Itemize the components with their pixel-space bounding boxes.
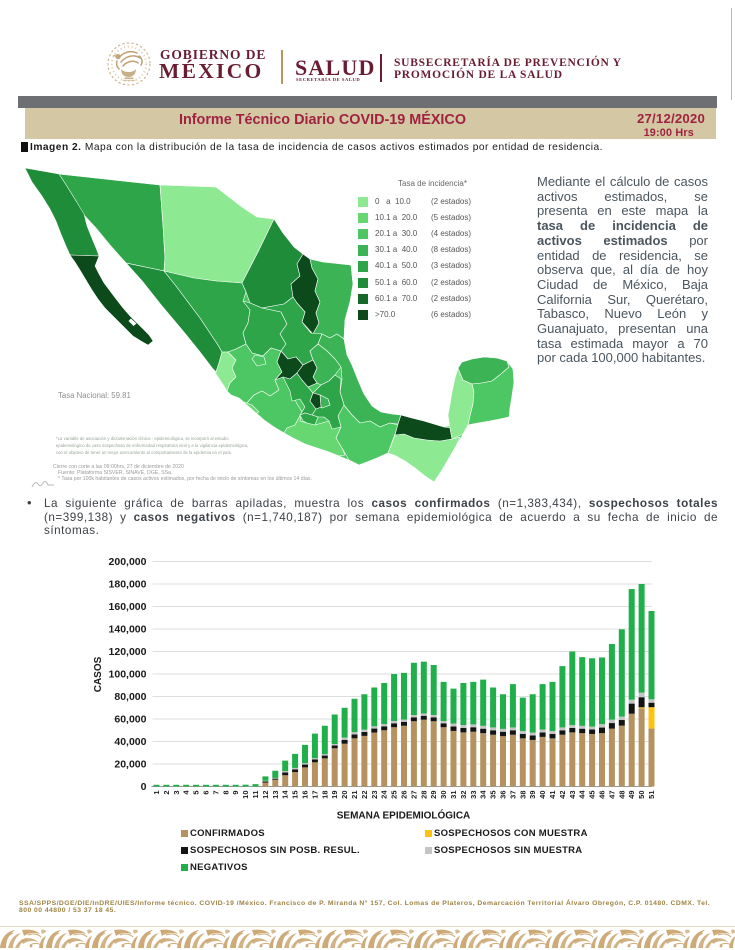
svg-text:13: 13 [271,791,280,799]
svg-text:44: 44 [578,790,587,799]
svg-text:22: 22 [360,791,369,799]
svg-text:36: 36 [499,791,508,799]
svg-text:32: 32 [459,791,468,799]
svg-text:49: 49 [627,791,636,799]
svg-text:28: 28 [419,791,428,799]
svg-text:29: 29 [429,791,438,799]
svg-text:200,000: 200,000 [109,556,147,568]
svg-text:47: 47 [607,791,616,799]
svg-text:51: 51 [647,791,656,799]
svg-text:41: 41 [548,791,557,799]
svg-text:24: 24 [380,790,389,799]
svg-text:5: 5 [192,791,201,795]
svg-text:40,000: 40,000 [114,736,146,748]
svg-text:38: 38 [518,791,527,799]
svg-text:31: 31 [449,791,458,799]
svg-text:26: 26 [400,791,409,799]
svg-text:12: 12 [261,791,270,799]
svg-text:23: 23 [370,791,379,799]
svg-text:21: 21 [350,791,359,799]
svg-text:27: 27 [409,791,418,799]
svg-text:39: 39 [528,791,537,799]
svg-text:80,000: 80,000 [114,691,146,703]
svg-text:6: 6 [202,791,211,795]
svg-text:0: 0 [141,781,147,793]
svg-text:7: 7 [211,791,220,795]
svg-text:43: 43 [568,791,577,799]
svg-text:45: 45 [588,791,597,799]
svg-text:37: 37 [508,791,517,799]
svg-text:30: 30 [439,791,448,799]
svg-text:33: 33 [469,791,478,799]
svg-text:120,000: 120,000 [109,646,147,658]
svg-text:15: 15 [291,791,300,799]
svg-text:60,000: 60,000 [114,714,146,726]
svg-text:48: 48 [617,791,626,799]
svg-text:2: 2 [162,791,171,795]
svg-text:3: 3 [172,791,181,795]
svg-text:42: 42 [558,791,567,799]
svg-text:160,000: 160,000 [109,601,147,613]
svg-text:34: 34 [479,790,488,799]
svg-text:9: 9 [231,791,240,795]
svg-text:25: 25 [390,791,399,799]
svg-text:46: 46 [598,791,607,799]
svg-text:18: 18 [320,791,329,799]
svg-text:50: 50 [637,791,646,799]
svg-text:100,000: 100,000 [109,669,147,681]
svg-text:11: 11 [251,791,260,799]
svg-text:20,000: 20,000 [114,759,146,771]
svg-text:10: 10 [241,791,250,799]
svg-text:8: 8 [221,791,230,795]
svg-text:20: 20 [340,791,349,799]
svg-text:1: 1 [152,791,161,795]
svg-text:16: 16 [301,791,310,799]
svg-text:180,000: 180,000 [109,579,147,591]
svg-text:14: 14 [281,790,290,799]
svg-text:17: 17 [310,791,319,799]
svg-text:140,000: 140,000 [109,624,147,636]
svg-text:19: 19 [330,791,339,799]
svg-text:CASOS: CASOS [93,656,104,692]
svg-text:4: 4 [182,790,191,795]
svg-text:SEMANA EPIDEMIOLÓGICA: SEMANA EPIDEMIOLÓGICA [337,809,471,821]
svg-text:35: 35 [489,791,498,799]
svg-text:40: 40 [538,791,547,799]
